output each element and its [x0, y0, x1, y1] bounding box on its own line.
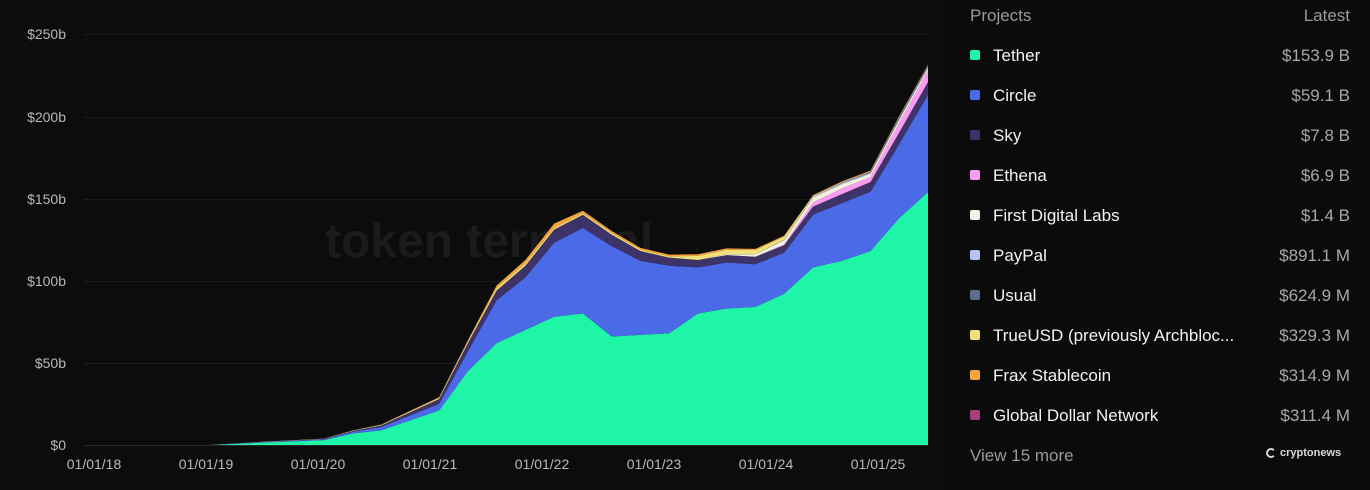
- y-tick-label: $200b: [27, 109, 66, 125]
- legend-header-projects[interactable]: Projects: [970, 6, 1032, 25]
- legend-item-global-dollar-network[interactable]: Global Dollar Network $311.4 M: [970, 404, 1350, 428]
- legend-item-sky[interactable]: Sky $7.8 B: [970, 124, 1350, 148]
- gridline-200: [84, 117, 928, 118]
- legend-swatch: [970, 330, 980, 340]
- legend-item-name: Tether: [993, 46, 1041, 65]
- gridline-250: [84, 34, 928, 35]
- legend-item-name: Usual: [993, 286, 1037, 305]
- view-more-link[interactable]: View 15 more: [970, 446, 1074, 465]
- legend-item-value: $1.4 B: [1300, 206, 1350, 225]
- legend-swatch: [970, 170, 980, 180]
- legend-swatch: [970, 370, 980, 380]
- legend-item-usual[interactable]: Usual $624.9 M: [970, 284, 1350, 308]
- x-tick-label: 01/01/20: [290, 456, 346, 472]
- legend-item-first-digital-labs[interactable]: First Digital Labs $1.4 B: [970, 204, 1350, 228]
- y-tick-label: $150b: [27, 191, 66, 207]
- legend-item-value: $6.9 B: [1300, 166, 1350, 185]
- legend-item-value: $7.8 B: [1300, 126, 1350, 145]
- x-tick-label: 01/01/19: [178, 456, 234, 472]
- legend-swatch: [970, 250, 980, 260]
- legend-item-name: Ethena: [993, 166, 1047, 185]
- legend-swatch: [970, 90, 980, 100]
- series-area-tether[interactable]: [94, 192, 928, 445]
- legend-item-circle[interactable]: Circle $59.1 B: [970, 84, 1350, 108]
- legend-swatch: [970, 130, 980, 140]
- y-tick-label: $0: [50, 437, 66, 453]
- legend-item-name: Circle: [993, 86, 1037, 105]
- gridline-150: [84, 199, 928, 200]
- legend-panel: Projects Latest Tether $153.9 B Circle $…: [950, 0, 1370, 490]
- x-tick-label: 01/01/23: [626, 456, 682, 472]
- y-tick-label: $100b: [27, 273, 66, 289]
- legend-item-value: $891.1 M: [1279, 246, 1350, 265]
- legend-item-name: TrueUSD (previously Archbloc...: [993, 326, 1235, 345]
- stacked-area-plot[interactable]: [0, 0, 950, 490]
- legend-item-name: First Digital Labs: [993, 206, 1120, 225]
- legend-item-value: $314.9 M: [1279, 366, 1350, 385]
- legend-swatch: [970, 210, 980, 220]
- legend-swatch: [970, 50, 980, 60]
- y-tick-label: $250b: [27, 26, 66, 42]
- legend-item-value: $329.3 M: [1279, 326, 1350, 345]
- x-tick-label: 01/01/21: [402, 456, 458, 472]
- legend-item-value: $59.1 B: [1291, 86, 1350, 105]
- y-tick-label: $50b: [34, 355, 66, 371]
- legend-header: Projects Latest: [970, 6, 1350, 26]
- series-area-circle[interactable]: [94, 94, 928, 446]
- legend-item-name: Sky: [993, 126, 1022, 145]
- x-axis-line: [84, 445, 928, 446]
- legend-item-name: Global Dollar Network: [993, 406, 1159, 425]
- legend-swatch: [970, 290, 980, 300]
- brand-name: cryptonews: [1280, 447, 1342, 459]
- legend-item-value: $153.9 B: [1281, 46, 1350, 65]
- legend-item-paypal[interactable]: PayPal $891.1 M: [970, 244, 1350, 268]
- legend-item-name: Frax Stablecoin: [993, 366, 1112, 385]
- x-tick-label: 01/01/24: [738, 456, 794, 472]
- legend-item-name: PayPal: [993, 246, 1047, 265]
- x-tick-label: 01/01/22: [514, 456, 570, 472]
- legend-item-tether[interactable]: Tether $153.9 B: [970, 44, 1350, 68]
- legend-item-value: $624.9 M: [1279, 286, 1350, 305]
- legend-item-ethena[interactable]: Ethena $6.9 B: [970, 164, 1350, 188]
- stablecoin-chart: $250b $200b $150b $100b $50b $0 token te…: [0, 0, 950, 490]
- legend-item-value: $311.4 M: [1280, 406, 1350, 425]
- brand-watermark: cryptonews: [1266, 447, 1341, 459]
- cryptonews-logo-icon: [1266, 448, 1276, 458]
- x-tick-label: 01/01/18: [66, 456, 122, 472]
- legend-item-frax-stablecoin[interactable]: Frax Stablecoin $314.9 M: [970, 364, 1350, 388]
- legend-header-latest[interactable]: Latest: [1303, 6, 1350, 25]
- x-tick-label: 01/01/25: [850, 456, 906, 472]
- legend-item-trueusd[interactable]: TrueUSD (previously Archbloc... $329.3 M: [970, 324, 1350, 348]
- legend-swatch: [970, 410, 980, 420]
